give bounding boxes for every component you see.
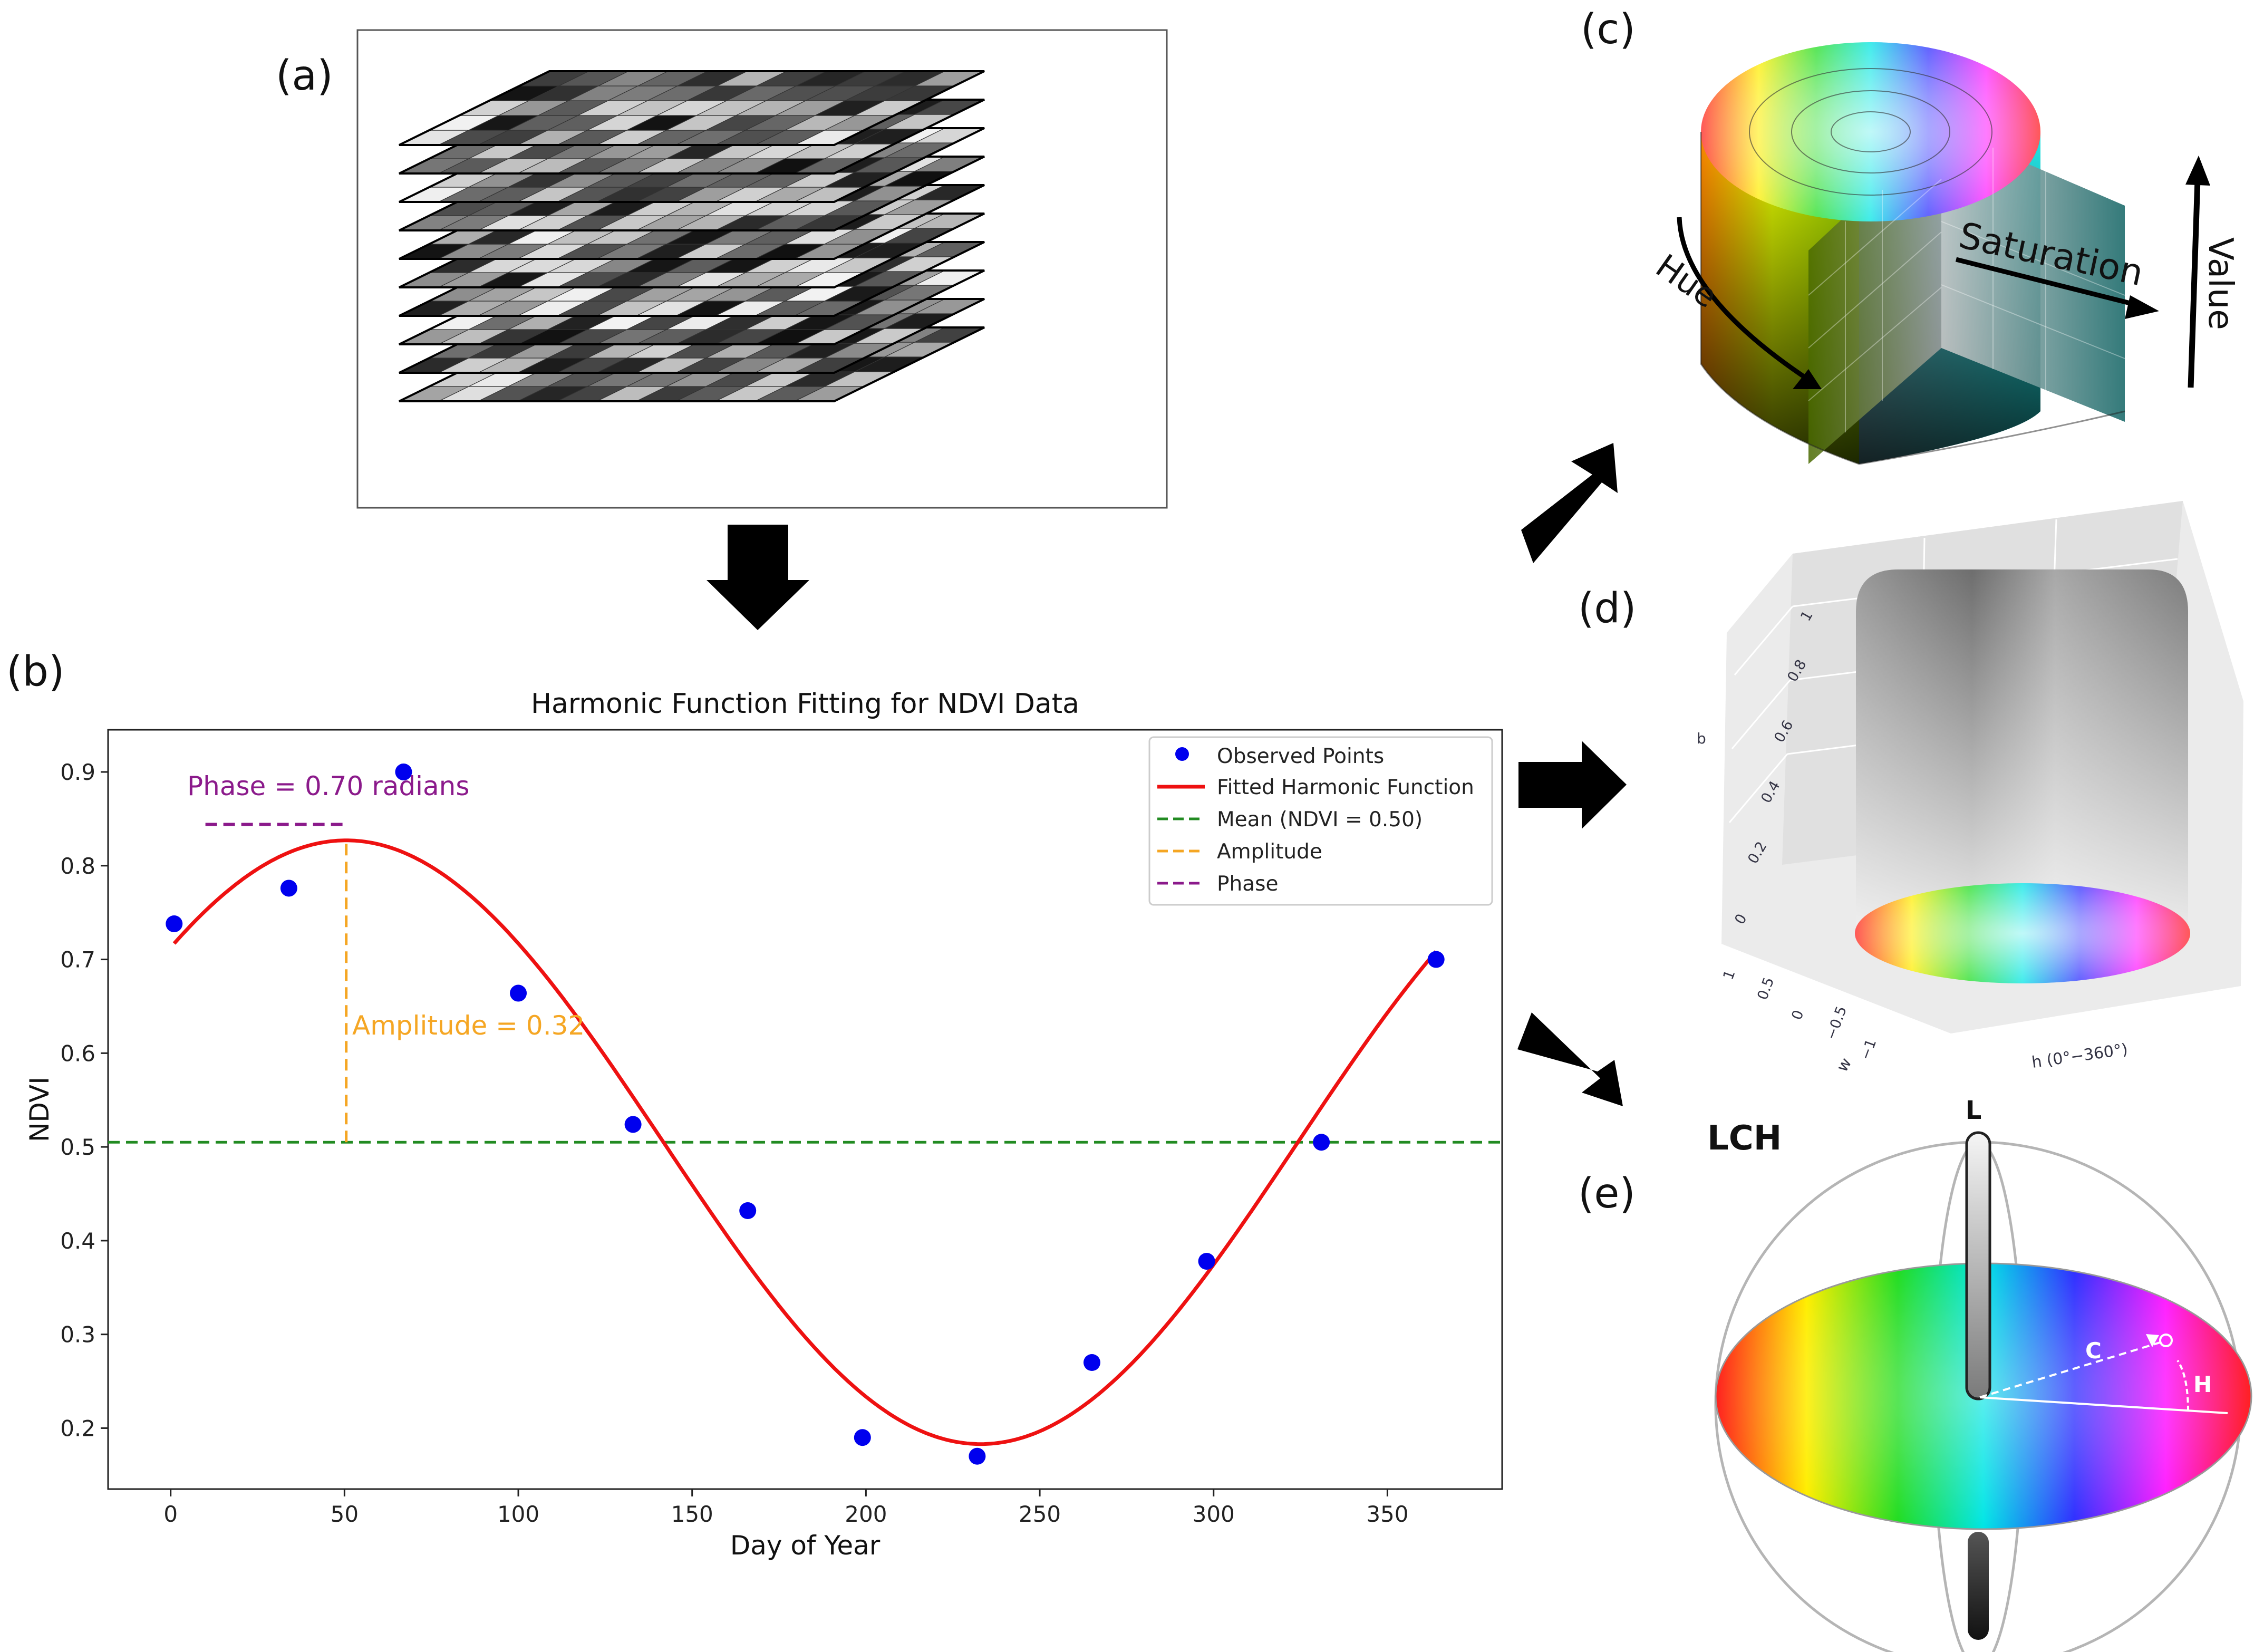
legend-label-phase: Phase [1217, 872, 1278, 896]
l-axis-label: L [1966, 1096, 1982, 1125]
h-label: H [2193, 1371, 2212, 1397]
observed-point [166, 915, 183, 932]
observed-point [624, 1116, 642, 1133]
arrow-up-right [1521, 443, 1618, 563]
observed-point [969, 1447, 986, 1465]
y-tick-label: 0.5 [60, 1134, 95, 1160]
arrow-right [1518, 741, 1627, 829]
x-tick-label: 50 [331, 1501, 359, 1527]
panel-label-b: (b) [6, 648, 64, 695]
y-tick-label: 0.8 [60, 853, 95, 879]
value-label: Value [2201, 237, 2240, 330]
x-tick-label: 350 [1366, 1501, 1408, 1527]
arrow-down-right [1517, 1012, 1623, 1106]
y-axis-ticks: 0.2 0.3 0.4 0.5 0.6 0.7 0.8 0.9 [60, 759, 108, 1441]
panel-label-e: (e) [1578, 1170, 1636, 1218]
l-axis-top [1965, 1131, 1991, 1400]
y-tick-label: 0.4 [60, 1228, 95, 1254]
y-tick-label: 0.9 [60, 759, 95, 785]
hue-arrow [1677, 217, 1810, 382]
y-tick-label: 0.3 [60, 1322, 95, 1348]
ndvi-chart: Harmonic Function Fitting for NDVI Data … [24, 688, 1503, 1561]
y-tick-label: 0.2 [60, 1415, 95, 1441]
x-tick-label: 150 [671, 1501, 713, 1527]
observed-point [1313, 1134, 1330, 1151]
x-axis-ticks: 0 50 100 150 200 250 300 350 [163, 1489, 1409, 1527]
legend-marker-observed [1175, 747, 1189, 761]
legend-label-mean: Mean (NDVI = 0.50) [1217, 808, 1423, 832]
x-tick-label: 0 [163, 1501, 178, 1527]
observed-point [854, 1429, 871, 1446]
hsv-cylinder: Hue Saturation Value [1649, 42, 2240, 465]
y-axis-label: NDVI [24, 1077, 55, 1142]
observed-point [1198, 1253, 1215, 1270]
lch-title: LCH [1707, 1119, 1782, 1158]
axis-w-label: w [1833, 1055, 1856, 1075]
legend-label-fit: Fitted Harmonic Function [1217, 776, 1474, 799]
legend-label-amplitude: Amplitude [1217, 840, 1322, 864]
fitted-harmonic-curve [172, 838, 1438, 1446]
raster-stack [399, 70, 985, 402]
phase-annotation: Phase = 0.70 radians [187, 771, 469, 801]
plot-area [107, 729, 1503, 1490]
w-tick-label: −0.5 [1823, 1004, 1850, 1042]
chart-legend: Observed Points Fitted Harmonic Function… [1148, 736, 1493, 906]
w-tick-label: 0.5 [1754, 975, 1777, 1002]
l-axis-bottom [1968, 1532, 1989, 1640]
observed-points [166, 764, 1445, 1465]
hcl-cylinder-plot: b 00.20.40.60.81 10.50 −0.5−1 w h (0°−360… [1697, 501, 2243, 1075]
y-tick-label: 0.7 [60, 947, 95, 973]
axis-b-label: b [1697, 730, 1706, 747]
lch-sphere: LCH L C H [1707, 1096, 2252, 1652]
w-tick-label: 0 [1788, 1008, 1807, 1022]
observed-point [395, 764, 412, 780]
observed-point [1083, 1354, 1100, 1371]
w-tick-label: 1 [1720, 968, 1738, 982]
saturation-arrow [1955, 257, 2142, 308]
observed-point [1427, 951, 1445, 968]
c-label: C [2085, 1338, 2102, 1364]
axis-h-label: h (0°−360°) [2030, 1040, 2129, 1072]
x-tick-label: 100 [497, 1501, 539, 1527]
x-tick-label: 250 [1019, 1501, 1061, 1527]
arrow-down [707, 525, 809, 630]
amplitude-annotation: Amplitude = 0.32 [352, 1010, 585, 1041]
value-arrow [2188, 179, 2201, 388]
x-tick-label: 200 [845, 1501, 887, 1527]
chart-title: Harmonic Function Fitting for NDVI Data [531, 688, 1079, 720]
x-tick-label: 300 [1193, 1501, 1235, 1527]
panel-label-d: (d) [1578, 585, 1636, 632]
observed-point [280, 880, 297, 897]
observed-point [739, 1202, 757, 1219]
raster-layer [399, 70, 985, 146]
panel-label-c: (c) [1581, 6, 1636, 53]
w-tick-label: −1 [1857, 1037, 1880, 1062]
legend-label-observed: Observed Points [1217, 745, 1384, 768]
x-axis-label: Day of Year [730, 1530, 881, 1561]
y-tick-label: 0.6 [60, 1040, 95, 1066]
panel-label-a: (a) [276, 52, 333, 100]
observed-point [510, 984, 527, 1002]
